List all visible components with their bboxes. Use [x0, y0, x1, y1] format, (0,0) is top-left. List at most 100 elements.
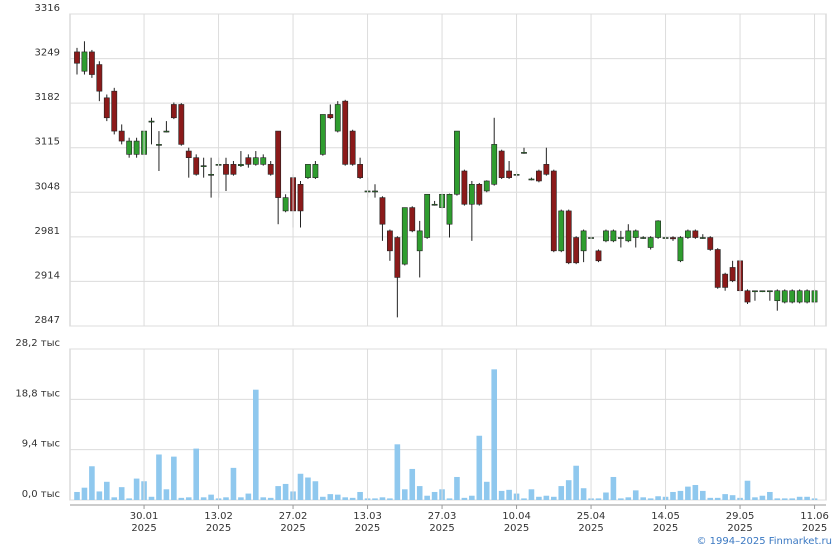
volume-bar — [89, 466, 95, 500]
candle-body — [424, 193, 431, 238]
volume-bar — [506, 489, 512, 500]
volume-bar — [379, 497, 386, 500]
x-tick-label: 11.06 — [800, 511, 829, 522]
volume-bar — [603, 492, 609, 500]
volume-bar — [357, 491, 363, 500]
candle-body — [118, 130, 125, 142]
candle-body — [796, 290, 803, 303]
y-tick-label: 3316 — [35, 3, 60, 14]
candle-body — [498, 150, 505, 178]
volume-bar — [148, 496, 155, 500]
volume-bar — [610, 476, 617, 500]
candle-body — [804, 290, 810, 303]
candle-body — [454, 130, 460, 195]
x-tick-label: 2025 — [131, 523, 156, 534]
candle-body — [543, 164, 550, 175]
x-tick-label: 13.02 — [204, 511, 233, 522]
candle-body — [670, 237, 676, 240]
candle-body — [260, 157, 267, 165]
volume-bar — [580, 488, 587, 500]
candle-body — [297, 184, 304, 212]
x-tick-label: 2025 — [429, 523, 454, 534]
volume-bar — [111, 497, 118, 500]
y-tick-label: 2914 — [35, 270, 60, 281]
volume-bar — [677, 490, 684, 500]
volume-bar — [171, 456, 177, 500]
candle-body — [148, 120, 155, 123]
volume-bar — [297, 473, 304, 500]
volume-bar — [349, 497, 356, 500]
x-tick-label: 2025 — [578, 523, 603, 534]
volume-bar — [461, 497, 468, 500]
x-tick-label: 2025 — [280, 523, 305, 534]
candle-body — [632, 230, 639, 238]
candle-body — [468, 184, 475, 205]
x-tick-label: 10.04 — [502, 511, 531, 522]
candle-body — [752, 290, 758, 293]
candle-body — [267, 164, 274, 175]
volume-bar — [573, 465, 579, 500]
volume-bar — [320, 496, 326, 500]
volume-bar — [774, 498, 781, 500]
candle-body — [603, 230, 609, 242]
volume-bar — [327, 494, 334, 500]
x-tick-label: 2025 — [727, 523, 752, 534]
x-tick-label: 29.05 — [726, 511, 755, 522]
volume-bar — [96, 491, 103, 500]
x-tick-label: 25.04 — [577, 511, 606, 522]
volume-bar — [647, 498, 654, 500]
candle-body — [729, 267, 736, 282]
volume-bar — [618, 498, 624, 500]
candle-body — [200, 165, 207, 167]
volume-bar — [200, 497, 207, 500]
volume-bar — [595, 498, 602, 500]
candle-body — [640, 237, 647, 239]
candle-body — [535, 170, 542, 182]
volume-bar — [700, 490, 706, 500]
volume-bar — [342, 497, 348, 500]
candle-body — [461, 170, 468, 205]
volume-bar — [640, 497, 646, 500]
candle-body — [744, 290, 751, 303]
x-tick-label: 2025 — [802, 523, 827, 534]
candle-body — [193, 157, 200, 175]
candle-body — [759, 290, 766, 293]
candle-body — [163, 130, 170, 133]
candle-body — [625, 230, 632, 242]
volume-bar — [469, 495, 475, 500]
candle-body — [684, 230, 691, 238]
x-tick-label: 14.05 — [651, 511, 680, 522]
candle-body — [707, 237, 714, 250]
candle-body — [103, 97, 110, 119]
volume-bar — [789, 498, 795, 500]
volume-bar — [305, 477, 311, 500]
volume-bar — [431, 491, 438, 500]
candle-body — [319, 114, 326, 155]
candle-body — [655, 220, 661, 238]
candle-body — [126, 140, 133, 155]
candle-body — [230, 164, 237, 175]
volume-bar — [483, 481, 490, 500]
x-tick-label: 2025 — [206, 523, 231, 534]
volume-bar — [193, 448, 199, 500]
volume-bar — [543, 495, 550, 500]
candle-body — [156, 144, 162, 146]
y-tick-label: 3048 — [35, 181, 60, 192]
volume-bar — [208, 494, 214, 500]
volume-bar — [498, 490, 505, 500]
candle-body — [610, 230, 617, 242]
candle-body — [185, 150, 192, 158]
candle-body — [573, 237, 580, 264]
candle-body — [342, 100, 349, 165]
volume-bar — [81, 487, 88, 500]
candle-body — [722, 273, 729, 288]
volume-bar — [655, 496, 661, 500]
credit[interactable]: © 1994–2025 Finmarket.ru — [696, 536, 832, 547]
volume-bar — [625, 497, 632, 500]
candle-body — [774, 290, 781, 302]
volume-bar — [729, 495, 736, 500]
volume-bar — [521, 498, 527, 500]
candle-body — [312, 164, 319, 178]
volume-bar — [670, 491, 676, 500]
